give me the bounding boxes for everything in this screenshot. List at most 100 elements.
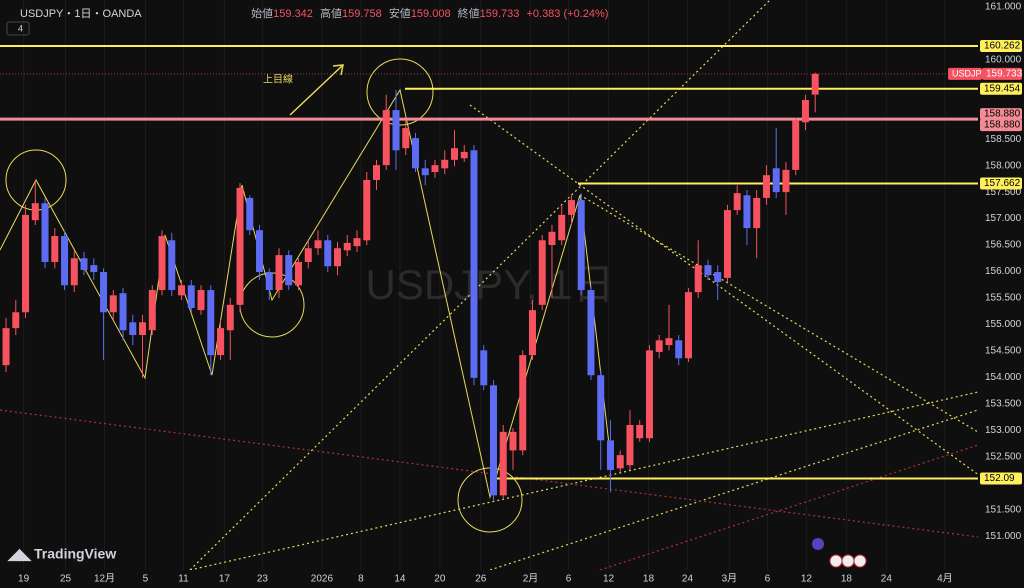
candle-body [538, 240, 546, 305]
y-tick-label: 156.500 [985, 240, 1022, 251]
candle-body [655, 340, 663, 352]
candle-body [363, 179, 371, 241]
candle-body [743, 195, 751, 229]
trendline [0, 409, 979, 538]
candle-body [441, 159, 449, 169]
x-tick-label: 6 [566, 574, 572, 585]
candle-body [129, 322, 137, 336]
x-tick-label: 8 [358, 574, 364, 585]
x-tick-label: 4月 [937, 573, 953, 585]
candle-body [324, 240, 332, 267]
candle-body [616, 455, 624, 469]
level-label: 157.662 [984, 178, 1021, 189]
legend-header: USDJPY・1日・OANDA 始値159.342 高値159.758 安値15… [20, 5, 608, 21]
trendline [489, 409, 979, 571]
x-tick-label: 18 [841, 574, 853, 585]
candle-body [460, 151, 468, 159]
candle-body [12, 312, 20, 329]
event-icon[interactable] [812, 538, 824, 550]
candle-body [236, 187, 244, 305]
y-tick-label: 158.000 [985, 160, 1022, 171]
candle-body [558, 214, 566, 241]
x-tick-label: 2026 [311, 574, 334, 585]
y-tick-label: 157.500 [985, 187, 1022, 198]
candle-body [636, 424, 644, 439]
event-icon[interactable] [829, 554, 843, 568]
event-icon[interactable] [853, 554, 867, 568]
y-tick-label: 151.000 [985, 531, 1022, 542]
price-axis [978, 0, 1024, 588]
symbol-label: USDJPY [952, 68, 988, 78]
candle-body [119, 293, 127, 331]
candle-body [723, 210, 731, 278]
candle-body [762, 175, 770, 198]
candle-body [606, 440, 614, 470]
candle-body [704, 265, 712, 276]
x-tick-label: 24 [682, 574, 694, 585]
indicator-count: 4 [18, 23, 23, 33]
candle-body [509, 431, 517, 451]
candle-body [489, 385, 497, 496]
event-icon[interactable] [841, 554, 855, 568]
candle-body [197, 290, 205, 311]
candle-body [548, 231, 556, 246]
level-label: 160.262 [984, 41, 1021, 52]
candle-body [275, 255, 283, 291]
candle-body [100, 272, 108, 313]
y-tick-label: 153.500 [985, 398, 1022, 409]
candle-body [353, 238, 361, 247]
level-tag [980, 82, 1022, 95]
candle-body [246, 197, 254, 231]
candle-body [626, 424, 634, 466]
candle-body [372, 165, 380, 180]
x-tick-label: 25 [60, 574, 72, 585]
candle-body [187, 285, 195, 309]
candle-body [70, 258, 78, 286]
candle-body [343, 242, 351, 251]
candle-body [31, 203, 39, 221]
candle-body [285, 255, 293, 286]
candle-body [148, 290, 156, 331]
indicator-toggle[interactable] [6, 21, 30, 36]
time-axis [0, 570, 978, 588]
y-tick-label: 151.500 [985, 504, 1022, 515]
x-tick-label: 12 [603, 574, 615, 585]
candle-body [217, 328, 225, 356]
level-label: 159.454 [984, 83, 1021, 94]
trendline [189, 0, 771, 571]
x-tick-label: 12月 [94, 573, 115, 585]
x-tick-label: 2月 [523, 573, 539, 585]
ohlc-label: 終値 [457, 8, 480, 20]
y-tick-label: 157.000 [985, 213, 1022, 224]
x-tick-label: 5 [143, 574, 149, 585]
candle-body [51, 236, 59, 262]
ohlc-label: 安値 [388, 8, 411, 20]
x-tick-label: 19 [18, 574, 30, 585]
ohlc-value: 159.733 [479, 8, 520, 20]
candle-body [256, 230, 264, 273]
candle-body [80, 258, 88, 270]
candle-body [577, 200, 585, 291]
candle-body [207, 290, 215, 356]
candle-body [499, 431, 507, 496]
last-price-label: 159.733 [986, 69, 1023, 80]
candle-body [782, 169, 790, 193]
arrow [289, 64, 344, 116]
trendline [469, 104, 1021, 506]
candle-body [90, 265, 98, 273]
level-tag [980, 177, 1022, 190]
candle-body [226, 304, 234, 331]
candle-body [675, 340, 683, 359]
candle-body [733, 193, 741, 211]
candle-body [480, 350, 488, 386]
x-tick-label: 26 [475, 574, 487, 585]
candle-body [158, 236, 166, 291]
last-price-tag [982, 67, 1022, 80]
watermark: USDJPY, 1日 [366, 261, 615, 308]
y-tick-label: 161.000 [985, 2, 1022, 13]
candle-body [801, 100, 809, 123]
candle-body [450, 148, 458, 160]
candle-body [295, 261, 303, 286]
candle-body [178, 285, 186, 296]
circle [366, 58, 434, 126]
